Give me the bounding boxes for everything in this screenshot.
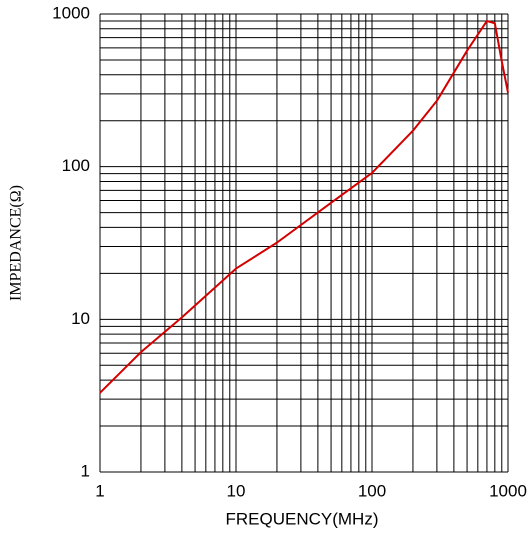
x-tick-label: 1000 — [489, 481, 527, 500]
data-line — [99, 19, 509, 394]
x-tick-label: 10 — [227, 481, 246, 500]
x-tick-label: 100 — [358, 481, 386, 500]
y-tick-label: 100 — [62, 156, 90, 175]
y-axis-label: IMPEDANCE(Ω) — [8, 185, 25, 301]
x-axis-label: FREQUENCY(MHz) — [226, 509, 379, 528]
y-tick-label: 1000 — [52, 3, 90, 22]
y-tick-label: 10 — [71, 309, 90, 328]
y-tick-label: 1 — [81, 461, 90, 480]
x-tick-label: 1 — [95, 481, 104, 500]
